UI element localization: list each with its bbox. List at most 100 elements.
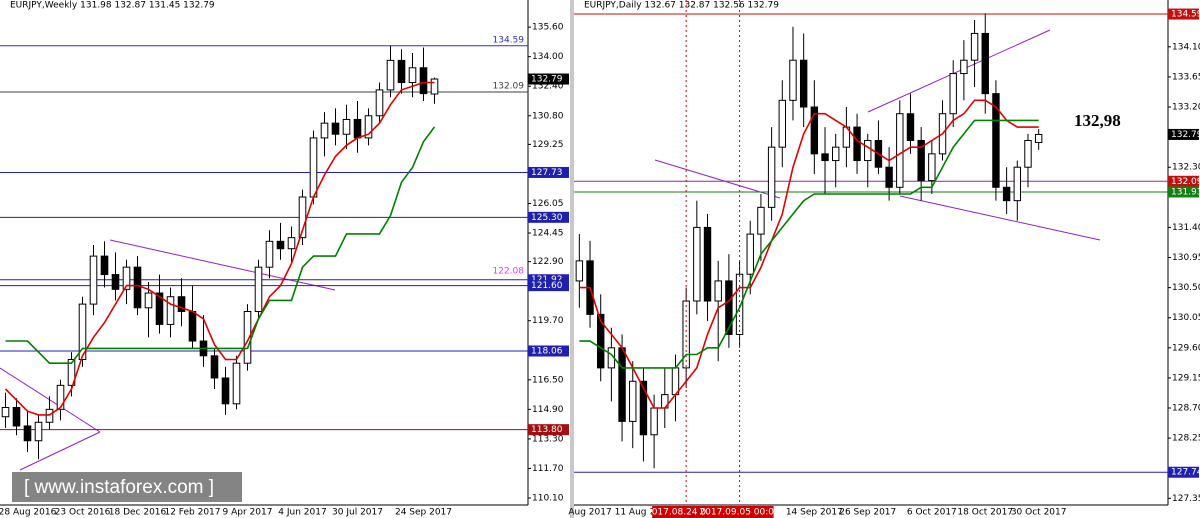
- candle-body: [364, 115, 373, 139]
- level-label: 125.30: [531, 213, 563, 223]
- x-tick-label: 18 Dec 2016: [109, 508, 167, 518]
- x-tick-label: 23 Oct 2016: [55, 508, 111, 518]
- watermark: [ www.instaforex.com ]: [24, 477, 214, 498]
- candle-body: [1034, 133, 1043, 143]
- y-tick-label: 134.10: [1172, 42, 1200, 52]
- x-tick-label: 12 Feb 2017: [164, 508, 220, 518]
- x-tick-label: 6 Oct 2017: [907, 508, 957, 518]
- candle-body: [725, 280, 733, 335]
- y-tick-label: 132.30: [1172, 163, 1200, 173]
- y-tick-label: 129.15: [1172, 373, 1200, 383]
- x-tick-label: 2017.08.24 00:00: [646, 508, 727, 518]
- candle-body: [896, 113, 904, 188]
- candle-body: [100, 255, 109, 276]
- x-tick-label: 4 Jun 2017: [278, 508, 326, 518]
- y-tick-label: 130.05: [1172, 313, 1200, 323]
- level-tag: [528, 424, 569, 436]
- y-tick-label: 127.35: [1172, 494, 1200, 504]
- candle-body: [144, 292, 153, 309]
- x-tick-label: 30 Jul 2017: [332, 508, 383, 518]
- candle-body: [1002, 186, 1011, 202]
- candle-body: [970, 32, 979, 61]
- y-tick-label: 114.90: [532, 405, 564, 415]
- candle-body: [298, 196, 307, 239]
- candle-body: [12, 407, 21, 427]
- y-tick-label: 129.25: [532, 140, 564, 150]
- level-tag: [528, 345, 569, 357]
- candle-body: [155, 292, 164, 325]
- last-price-tag: [528, 73, 569, 85]
- candle-body: [735, 273, 744, 335]
- candle-body: [122, 266, 131, 290]
- candle-body: [386, 59, 395, 91]
- date-tag: [705, 506, 774, 518]
- x-tick-label: 24 Sep 2017: [395, 508, 452, 518]
- candle-body: [928, 153, 936, 182]
- candle-body: [960, 59, 968, 75]
- y-tick-label: 110.10: [532, 493, 564, 503]
- candle-body: [853, 126, 861, 162]
- trend-line: [899, 195, 1101, 241]
- candle-body: [597, 313, 605, 369]
- candle-body: [618, 347, 626, 422]
- candle-body: [810, 106, 819, 155]
- y-tick-label: 133.20: [1172, 103, 1200, 113]
- candle-body: [629, 380, 637, 422]
- last-price-label: 132.79: [531, 75, 563, 85]
- level-label: 132.09: [1171, 177, 1200, 187]
- candle-body: [111, 274, 120, 290]
- indicator-line: [579, 99, 1039, 409]
- candle-body: [693, 226, 701, 302]
- level-label: 122.08: [493, 266, 525, 276]
- date-tag: [652, 506, 721, 518]
- y-tick-label: 111.70: [532, 464, 564, 474]
- candle-body: [1, 407, 10, 418]
- y-tick-label: 130.80: [532, 111, 564, 121]
- candle-body: [397, 59, 406, 84]
- level-label: 131.93: [1171, 187, 1200, 197]
- x-tick-label: 2017.09.05 00:00: [699, 508, 780, 518]
- candle-body: [408, 67, 417, 84]
- indicator-line: [579, 119, 1039, 369]
- candle-body: [221, 377, 230, 405]
- candle-body: [34, 421, 43, 442]
- separator: [570, 0, 574, 518]
- candle-body: [799, 59, 808, 108]
- level-tag: [528, 211, 569, 223]
- candle-body: [714, 280, 722, 302]
- y-tick-label: 113.30: [532, 434, 564, 444]
- x-tick-label: Aug 2017: [568, 508, 611, 518]
- candle-body: [767, 146, 776, 208]
- candle-body: [342, 118, 351, 135]
- level-tag: [1168, 8, 1199, 20]
- level-tag: [528, 274, 569, 286]
- level-label: 132.09: [493, 81, 525, 91]
- candle-body: [67, 359, 76, 386]
- candle-body: [949, 73, 957, 115]
- y-tick-label: 116.50: [532, 375, 564, 385]
- last-price-tag: [1168, 128, 1199, 140]
- trend-line: [19, 431, 101, 471]
- candle-body: [166, 296, 175, 325]
- level-label: 118.06: [531, 347, 563, 357]
- candle-body: [821, 153, 829, 162]
- candle-body: [56, 384, 65, 410]
- y-tick-label: 128.70: [1172, 404, 1200, 414]
- y-tick-label: 129.60: [1172, 343, 1200, 353]
- candle-body: [375, 89, 384, 117]
- candle-body: [981, 32, 989, 95]
- candle-body: [639, 380, 648, 436]
- candle-body: [430, 78, 439, 95]
- candle-body: [917, 139, 925, 182]
- y-tick-label: 135.60: [532, 23, 564, 33]
- candle-body: [885, 166, 893, 188]
- level-label: 113.80: [531, 425, 563, 435]
- y-tick-label: 131.40: [1172, 223, 1200, 233]
- candle-body: [746, 233, 754, 275]
- y-tick-label: 130.95: [1172, 253, 1200, 263]
- candle-body: [287, 237, 296, 250]
- candle-body: [650, 407, 658, 436]
- candle-body: [1024, 139, 1032, 168]
- candle-body: [265, 240, 274, 268]
